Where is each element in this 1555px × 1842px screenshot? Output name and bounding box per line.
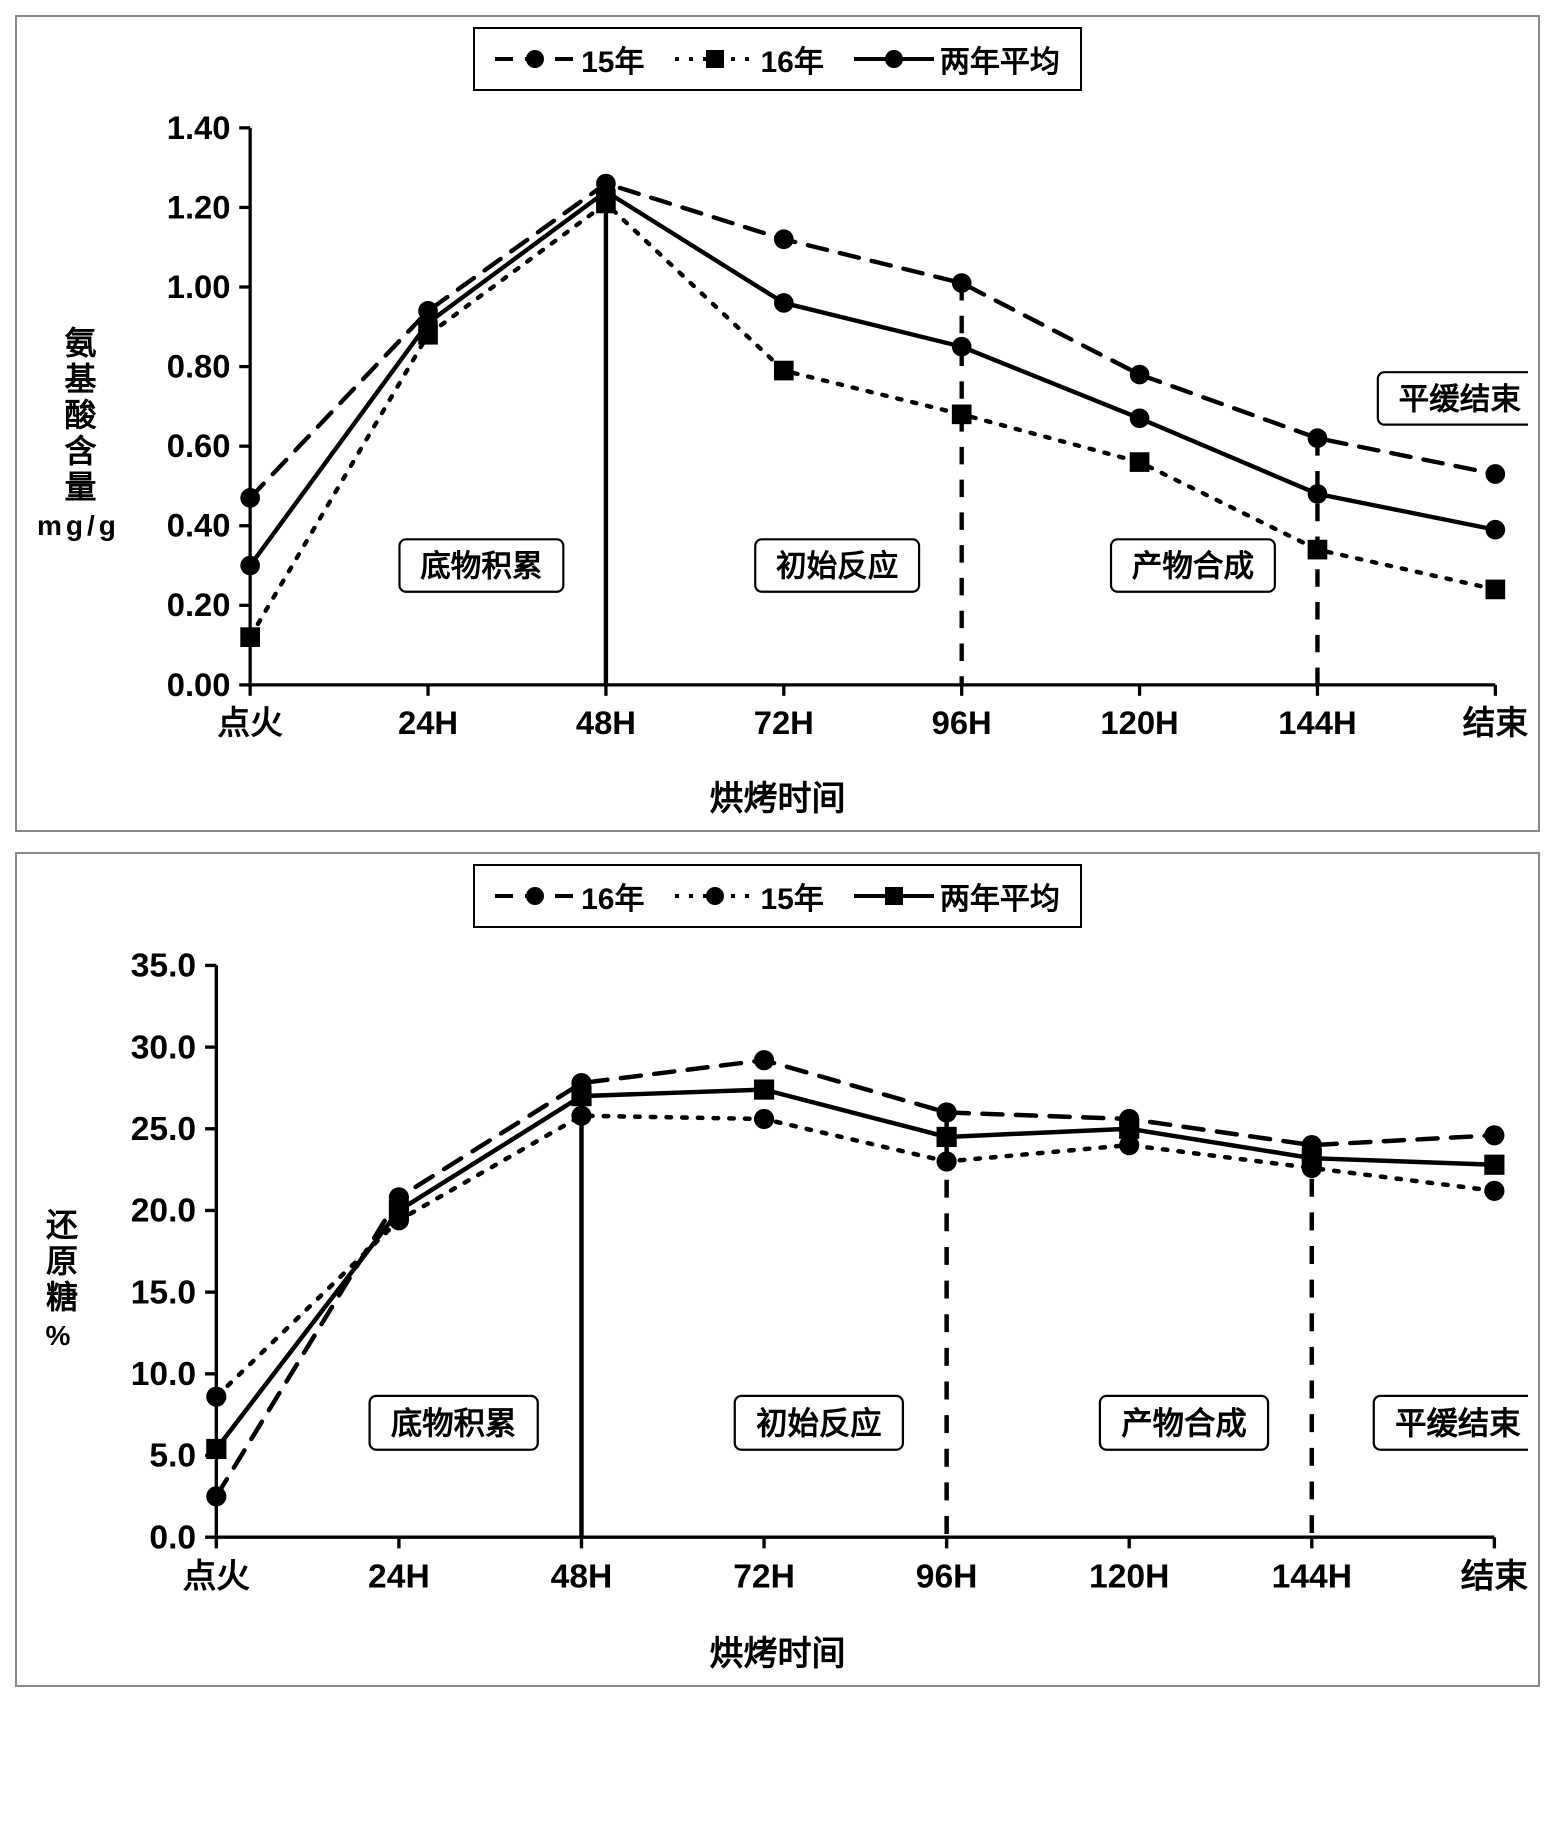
svg-text:5.0: 5.0: [149, 1438, 196, 1475]
svg-text:96H: 96H: [916, 1559, 978, 1596]
svg-text:1.20: 1.20: [167, 188, 231, 225]
chart-2-ylabel: 还原糖 %: [27, 943, 93, 1616]
legend-label: 15年: [761, 874, 824, 918]
svg-text:48H: 48H: [576, 704, 636, 741]
chart-2-svg: 0.0 5.0 10.0 15.0 20.0 25.0 30.0 35.0 点火 24H 48H 72…: [93, 943, 1528, 1616]
legend-item: 16年: [495, 874, 644, 918]
svg-text:产物合成: 产物合成: [1121, 1406, 1247, 1441]
svg-text:96H: 96H: [932, 704, 992, 741]
svg-text:72H: 72H: [733, 1559, 795, 1596]
svg-text:25.0: 25.0: [131, 1111, 196, 1148]
svg-text:48H: 48H: [551, 1559, 613, 1596]
chart-2-xlabel: 烘烤时间: [27, 1626, 1528, 1675]
legend-label: 16年: [581, 874, 644, 918]
svg-text:平缓结束: 平缓结束: [1395, 1406, 1521, 1441]
svg-text:144H: 144H: [1272, 1559, 1352, 1596]
svg-text:144H: 144H: [1278, 704, 1356, 741]
svg-text:点火: 点火: [183, 1558, 251, 1596]
svg-text:0.80: 0.80: [167, 348, 231, 385]
chart-1-ylabel: 氨基酸含量 mg/g: [27, 106, 130, 761]
svg-text:点火: 点火: [217, 704, 283, 741]
svg-text:24H: 24H: [368, 1559, 430, 1596]
svg-text:30.0: 30.0: [131, 1030, 196, 1067]
svg-text:初始反应: 初始反应: [776, 548, 898, 583]
svg-text:底物积累: 底物积累: [420, 549, 542, 583]
svg-text:120H: 120H: [1100, 704, 1178, 741]
svg-text:结束: 结束: [1461, 1558, 1528, 1596]
svg-text:0.00: 0.00: [167, 666, 231, 703]
chart-1-legend: 15年 16年 两年平均: [473, 27, 1082, 91]
legend-item: 16年: [675, 37, 824, 81]
svg-text:72H: 72H: [754, 704, 814, 741]
svg-text:35.0: 35.0: [131, 948, 196, 985]
svg-text:0.20: 0.20: [167, 586, 231, 623]
legend-label: 15年: [581, 37, 644, 81]
chart-2-plot: 0.0 5.0 10.0 15.0 20.0 25.0 30.0 35.0 点火 24H 48H 72…: [93, 943, 1528, 1616]
svg-text:产物合成: 产物合成: [1132, 548, 1254, 583]
legend-label: 两年平均: [940, 37, 1060, 81]
svg-text:120H: 120H: [1089, 1559, 1169, 1596]
chart-1-xlabel: 烘烤时间: [27, 771, 1528, 820]
svg-text:初始反应: 初始反应: [756, 1405, 882, 1441]
chart-1-ylabel-unit: mg/g: [37, 510, 120, 542]
svg-text:24H: 24H: [398, 704, 458, 741]
legend-label: 16年: [761, 37, 824, 81]
chart-2-container: 16年 15年 两年平均 还原糖 % 0.0 5.0 10.0 15.0 20.0 25.0 3…: [15, 852, 1540, 1687]
svg-text:结束: 结束: [1462, 704, 1528, 741]
legend-item: 15年: [495, 37, 644, 81]
svg-text:15.0: 15.0: [131, 1275, 196, 1312]
legend-line-sample: [495, 881, 575, 911]
chart-1-svg: 0.00 0.20 0.40 0.60 0.80 1.00 1.20 1.40 点火 24H 48H…: [130, 106, 1528, 761]
chart-2-ylabel-unit: %: [46, 1320, 75, 1352]
chart-2-ylabel-text: 还原糖: [37, 1208, 83, 1316]
svg-text:平缓结束: 平缓结束: [1398, 382, 1521, 416]
legend-line-sample: [495, 44, 575, 74]
svg-text:20.0: 20.0: [131, 1193, 196, 1230]
chart-1-container: 15年16年两年平均 氨基酸含量 mg/g 0.000.200.400.600.…: [15, 15, 1540, 832]
svg-text:0.60: 0.60: [167, 427, 231, 464]
svg-text:10.0: 10.0: [131, 1356, 196, 1393]
svg-text:底物积累: 底物积累: [391, 1406, 517, 1441]
svg-text:0.40: 0.40: [167, 507, 231, 544]
legend-item: 15年: [675, 874, 824, 918]
legend-line-sample: [854, 881, 934, 911]
legend-line-sample: [854, 44, 934, 74]
legend-item: 两年平均: [854, 37, 1060, 81]
chart-1-ylabel-text: 氨基酸含量: [55, 326, 101, 506]
svg-text:1.40: 1.40: [167, 109, 231, 146]
chart-1-plot: 0.00 0.20 0.40 0.60 0.80 1.00 1.20 1.40 点火 24H 48H…: [130, 106, 1528, 761]
legend-line-sample: [675, 44, 755, 74]
chart-2-legend: 16年 15年 两年平均: [473, 864, 1082, 928]
legend-label: 两年平均: [940, 874, 1060, 918]
legend-item: 两年平均: [854, 874, 1060, 918]
svg-text:0.0: 0.0: [149, 1520, 196, 1557]
legend-line-sample: [675, 881, 755, 911]
svg-text:1.00: 1.00: [167, 268, 231, 305]
